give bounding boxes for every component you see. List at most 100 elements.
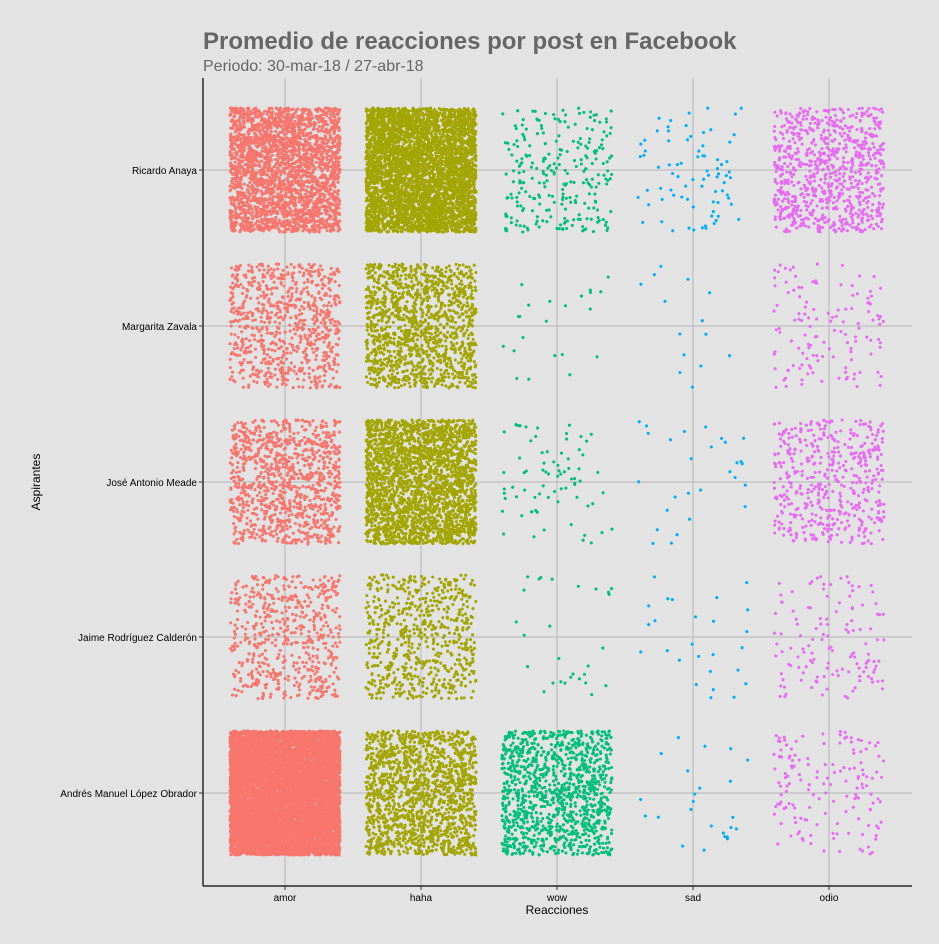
point <box>309 148 313 152</box>
point <box>277 152 281 156</box>
point <box>281 128 285 132</box>
point <box>268 111 272 115</box>
point <box>274 210 278 214</box>
point <box>302 225 306 229</box>
point <box>230 118 234 122</box>
point <box>303 207 307 211</box>
point <box>289 150 293 154</box>
point <box>248 180 252 185</box>
point <box>266 182 271 186</box>
point <box>283 161 287 166</box>
point <box>425 162 429 166</box>
point <box>315 127 319 131</box>
point <box>325 177 329 181</box>
point <box>281 142 285 146</box>
point <box>330 169 334 173</box>
point <box>299 113 303 117</box>
point <box>246 164 250 168</box>
point <box>239 153 243 157</box>
point <box>231 126 235 130</box>
point <box>311 224 315 228</box>
point <box>331 210 335 214</box>
point <box>268 209 272 213</box>
point <box>252 155 256 159</box>
point <box>422 218 426 222</box>
point <box>279 119 283 123</box>
point <box>336 180 340 184</box>
point <box>274 116 278 120</box>
point <box>256 188 260 192</box>
point <box>308 220 312 224</box>
point <box>296 134 300 138</box>
point <box>308 108 312 112</box>
point <box>396 230 400 234</box>
point <box>265 138 269 142</box>
point <box>276 167 280 171</box>
point <box>330 183 334 187</box>
point <box>337 225 341 229</box>
point <box>301 173 305 177</box>
point <box>330 176 334 180</box>
point <box>303 180 307 184</box>
point <box>240 187 244 191</box>
point <box>256 115 260 119</box>
point <box>279 125 283 129</box>
point <box>319 188 323 192</box>
point <box>277 205 281 209</box>
point <box>295 190 299 194</box>
point <box>277 123 281 128</box>
point <box>270 218 274 222</box>
point <box>245 143 249 147</box>
point <box>332 181 336 185</box>
point <box>231 142 235 146</box>
point <box>254 106 258 110</box>
point <box>288 195 292 199</box>
point <box>285 146 289 151</box>
point <box>228 113 232 117</box>
point <box>277 178 281 182</box>
point <box>269 130 273 134</box>
point <box>326 165 331 169</box>
point <box>337 211 341 215</box>
point <box>305 150 309 154</box>
point <box>285 177 289 182</box>
point <box>263 133 267 137</box>
point <box>265 188 269 192</box>
point <box>329 223 333 227</box>
point <box>271 209 275 213</box>
point <box>334 126 338 130</box>
point <box>249 146 253 150</box>
point <box>238 205 242 209</box>
point <box>297 144 301 148</box>
point <box>292 137 296 141</box>
point <box>297 183 301 187</box>
point <box>337 127 341 131</box>
point <box>233 223 238 227</box>
point <box>305 195 309 199</box>
point <box>337 206 341 210</box>
point <box>229 138 233 142</box>
point <box>265 205 270 209</box>
point <box>254 109 258 113</box>
point <box>272 149 276 153</box>
point <box>288 170 292 174</box>
point <box>251 150 256 154</box>
point <box>306 125 310 129</box>
point <box>412 136 417 140</box>
point <box>284 115 289 119</box>
point <box>317 165 321 169</box>
point <box>252 139 256 143</box>
point <box>276 224 280 228</box>
point <box>253 152 258 156</box>
point <box>283 171 287 175</box>
point <box>241 116 245 121</box>
point <box>274 216 278 220</box>
point <box>327 192 331 196</box>
point <box>259 214 263 218</box>
point <box>315 219 320 223</box>
point <box>300 186 304 190</box>
point <box>337 175 341 179</box>
point <box>406 221 410 225</box>
point <box>336 134 340 138</box>
